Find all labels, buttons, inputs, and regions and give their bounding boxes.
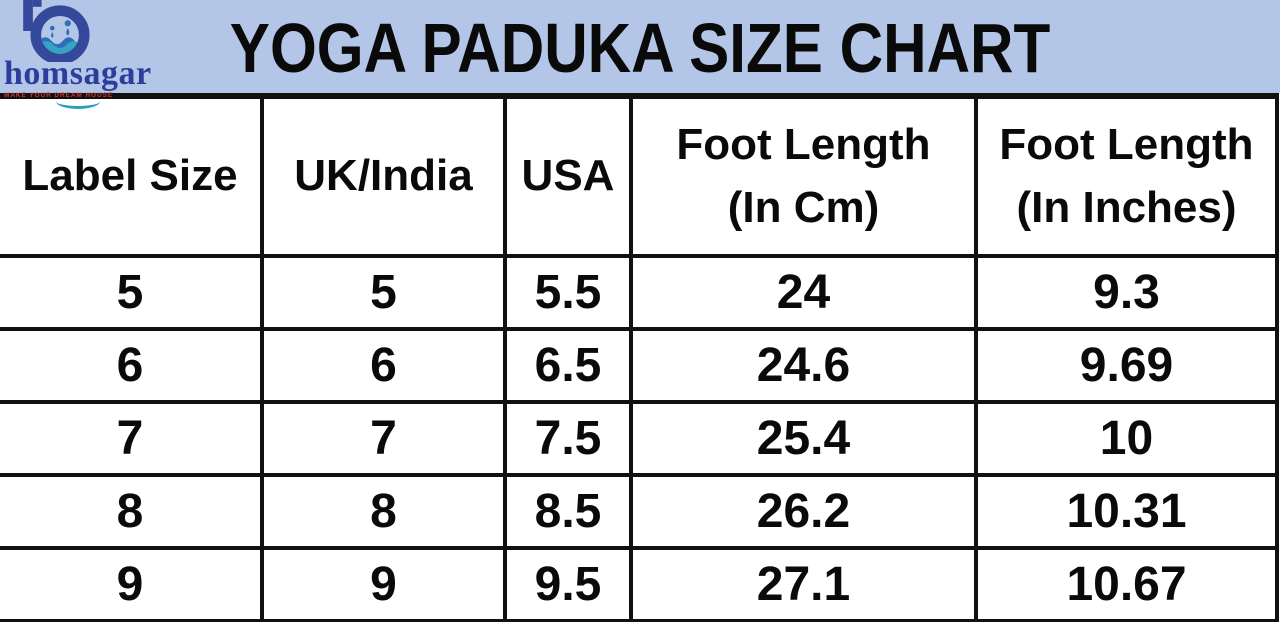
cell-label-size: 9 [0, 546, 264, 622]
cell-foot-length-cm: 24.6 [629, 327, 978, 404]
col-header-foot-length-inches: Foot Length (In Inches) [974, 93, 1279, 258]
cell-foot-length-inches: 10.31 [974, 473, 1279, 550]
cell-uk-india: 7 [260, 400, 507, 477]
cell-foot-length-inches: 9.3 [974, 254, 1279, 331]
table-row: 9 9 9.5 27.1 10.67 [0, 546, 1279, 622]
cell-foot-length-cm: 26.2 [629, 473, 978, 550]
cell-usa: 7.5 [503, 400, 633, 477]
cell-foot-length-inches: 10.67 [974, 546, 1279, 622]
cell-foot-length-inches: 10 [974, 400, 1279, 477]
page-title: YOGA PADUKA SIZE CHART [229, 8, 1051, 87]
cell-foot-length-cm: 25.4 [629, 400, 978, 477]
cell-uk-india: 8 [260, 473, 507, 550]
cell-uk-india: 9 [260, 546, 507, 622]
cell-uk-india: 5 [260, 254, 507, 331]
cell-foot-length-cm: 27.1 [629, 546, 978, 622]
header-row: Label Size UK/India USA Foot Length (In … [0, 93, 1279, 258]
table-row: 5 5 5.5 24 9.3 [0, 254, 1279, 331]
cell-label-size: 7 [0, 400, 264, 477]
size-chart-table: Label Size UK/India USA Foot Length (In … [0, 93, 1279, 622]
col-header-uk-india: UK/India [260, 93, 507, 258]
homsagar-water-ring-icon [23, 0, 90, 62]
brand-logo: homsagar MAKE YOUR DREAM HOUSE [4, 0, 174, 109]
cell-usa: 9.5 [503, 546, 633, 622]
cell-label-size: 5 [0, 254, 264, 331]
cell-usa: 8.5 [503, 473, 633, 550]
table-row: 6 6 6.5 24.6 9.69 [0, 327, 1279, 404]
cell-label-size: 6 [0, 327, 264, 404]
cell-foot-length-inches: 9.69 [974, 327, 1279, 404]
title-band: YOGA PADUKA SIZE CHART [0, 0, 1280, 93]
col-header-foot-length-cm: Foot Length (In Cm) [629, 93, 978, 258]
cell-label-size: 8 [0, 473, 264, 550]
col-header-label-size: Label Size [0, 93, 264, 258]
table-row: 8 8 8.5 26.2 10.31 [0, 473, 1279, 550]
cell-uk-india: 6 [260, 327, 507, 404]
cell-usa: 6.5 [503, 327, 633, 404]
col-header-usa: USA [503, 93, 633, 258]
brand-name: homsagar [4, 55, 152, 92]
table-row: 7 7 7.5 25.4 10 [0, 400, 1279, 477]
cell-foot-length-cm: 24 [629, 254, 978, 331]
cell-usa: 5.5 [503, 254, 633, 331]
logo-swoosh [56, 94, 100, 109]
